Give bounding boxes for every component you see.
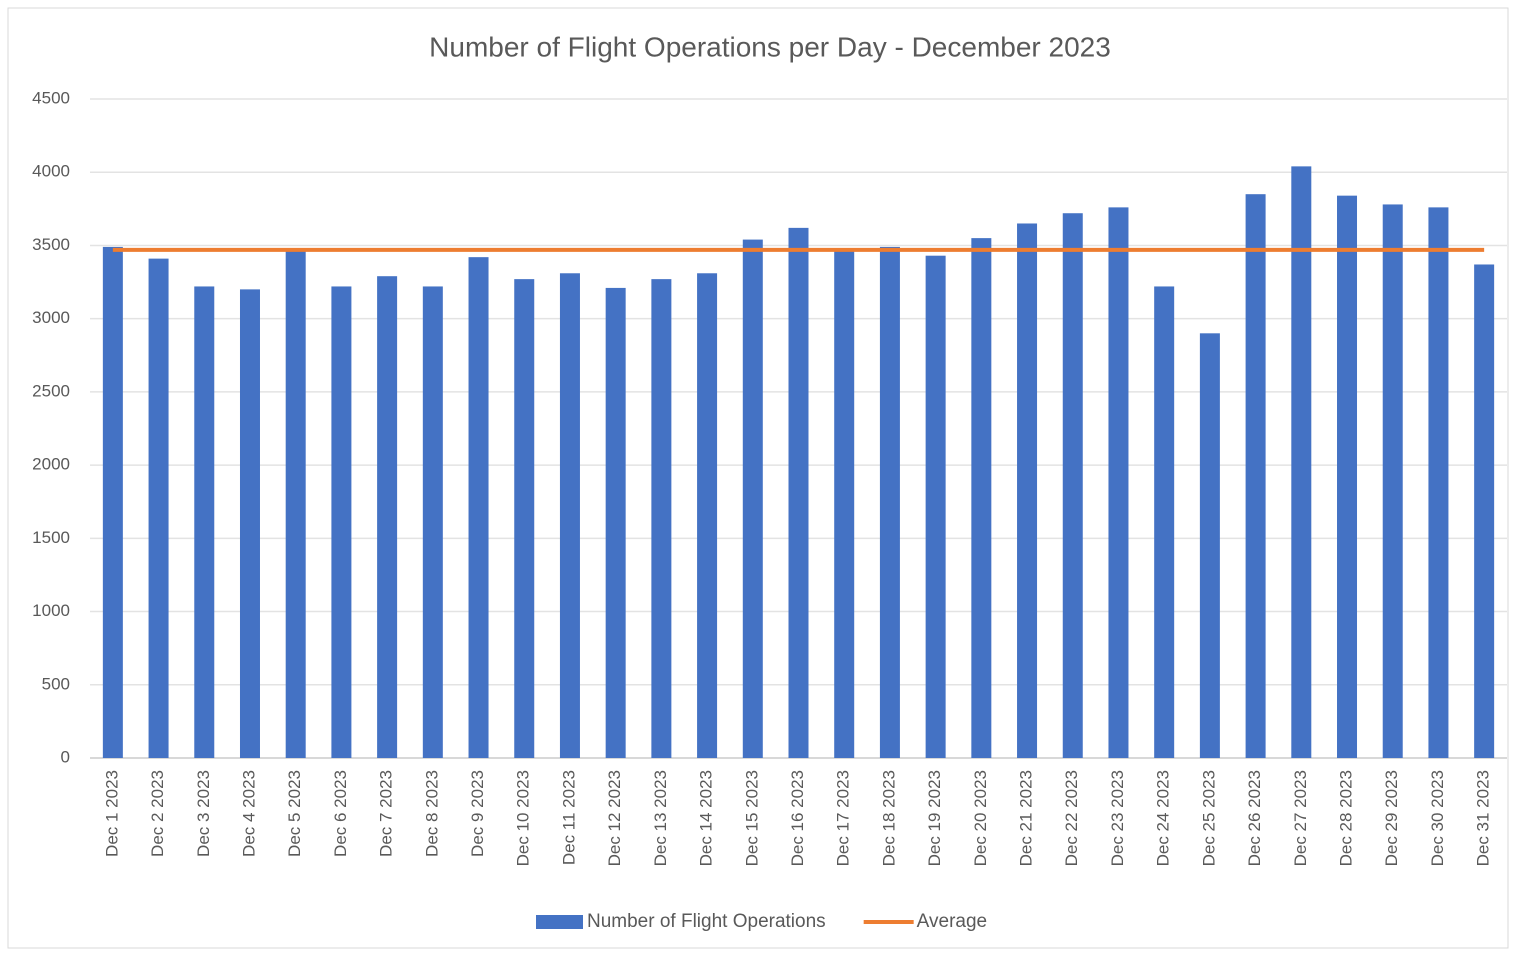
x-tick-label: Dec 21 2023 — [1017, 770, 1036, 866]
x-tick-label: Dec 8 2023 — [422, 770, 441, 857]
bar — [1428, 207, 1449, 758]
y-tick-label: 3000 — [32, 308, 70, 327]
x-tick-label: Dec 30 2023 — [1428, 770, 1447, 866]
x-tick-label: Dec 1 2023 — [102, 770, 121, 857]
x-tick-label: Dec 20 2023 — [971, 770, 990, 866]
bar — [331, 286, 352, 758]
bar — [1062, 213, 1083, 758]
bar — [285, 251, 306, 758]
bar — [559, 273, 580, 758]
bar — [1245, 194, 1266, 758]
x-tick-label: Dec 13 2023 — [651, 770, 670, 866]
x-tick-label: Dec 11 2023 — [559, 770, 578, 865]
bar — [1108, 207, 1129, 758]
legend-label: Average — [917, 911, 987, 932]
x-tick-label: Dec 26 2023 — [1245, 770, 1264, 866]
x-tick-label: Dec 19 2023 — [925, 770, 944, 866]
x-tick-label: Dec 2 2023 — [148, 770, 167, 857]
y-tick-label: 4000 — [32, 162, 70, 181]
bar — [971, 238, 992, 759]
x-tick-label: Dec 15 2023 — [742, 770, 761, 866]
legend-label: Number of Flight Operations — [587, 911, 826, 932]
x-tick-label: Dec 10 2023 — [514, 770, 533, 866]
x-tick-label: Dec 9 2023 — [468, 770, 487, 857]
bar — [239, 289, 260, 758]
y-tick-label: 2000 — [32, 455, 70, 474]
bar — [1474, 264, 1495, 758]
bar — [651, 279, 672, 758]
y-tick-label: 1000 — [32, 601, 70, 620]
x-tick-label: Dec 7 2023 — [377, 770, 396, 857]
x-tick-label: Dec 28 2023 — [1337, 770, 1356, 866]
x-tick-label: Dec 4 2023 — [239, 770, 258, 857]
x-tick-label: Dec 12 2023 — [605, 770, 624, 866]
bar — [605, 287, 626, 758]
x-tick-label: Dec 17 2023 — [834, 770, 853, 866]
x-tick-label: Dec 6 2023 — [331, 770, 350, 857]
x-tick-label: Dec 27 2023 — [1291, 770, 1310, 866]
bar — [468, 257, 489, 758]
chart-title: Number of Flight Operations per Day - De… — [429, 31, 1111, 62]
bar — [377, 276, 398, 758]
bar — [879, 246, 900, 759]
bar — [102, 246, 123, 759]
bar — [1154, 286, 1175, 758]
y-tick-label: 1500 — [32, 528, 70, 547]
bar — [697, 273, 718, 758]
y-tick-label: 4500 — [32, 88, 70, 107]
bar — [834, 249, 855, 759]
x-tick-label: Dec 3 2023 — [194, 770, 213, 857]
bar — [1199, 333, 1220, 758]
bar — [1337, 195, 1358, 759]
bar — [788, 227, 809, 759]
x-tick-label: Dec 16 2023 — [788, 770, 807, 866]
bar — [422, 286, 443, 758]
bar — [1382, 204, 1403, 758]
bar — [514, 279, 535, 758]
x-tick-label: Dec 25 2023 — [1199, 770, 1218, 866]
x-tick-label: Dec 23 2023 — [1108, 770, 1127, 866]
x-tick-label: Dec 24 2023 — [1154, 770, 1173, 866]
x-tick-label: Dec 18 2023 — [879, 770, 898, 866]
y-tick-label: 0 — [61, 747, 70, 766]
x-tick-label: Dec 14 2023 — [697, 770, 716, 866]
legend-swatch — [536, 915, 583, 929]
bar — [1291, 166, 1312, 758]
bar — [148, 258, 169, 758]
bar — [925, 255, 946, 758]
x-tick-label: Dec 31 2023 — [1474, 770, 1493, 866]
y-tick-label: 500 — [42, 674, 70, 693]
x-tick-label: Dec 5 2023 — [285, 770, 304, 857]
bar — [742, 239, 763, 758]
bar — [194, 286, 215, 758]
x-tick-label: Dec 29 2023 — [1382, 770, 1401, 866]
y-tick-label: 2500 — [32, 381, 70, 400]
bar — [1017, 223, 1038, 758]
x-tick-label: Dec 22 2023 — [1062, 770, 1081, 866]
y-tick-label: 3500 — [32, 235, 70, 254]
